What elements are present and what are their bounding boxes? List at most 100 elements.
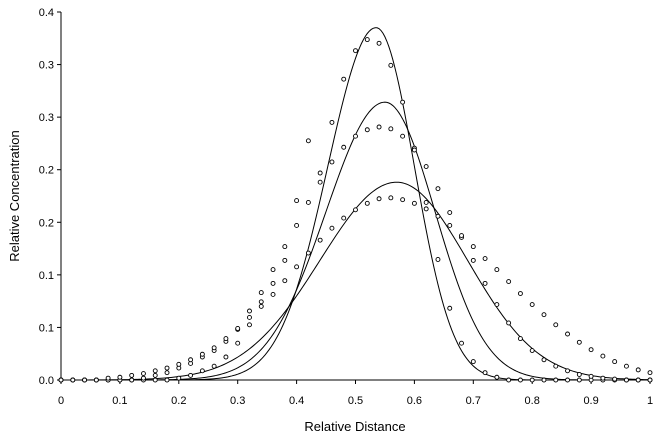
observed-point-1	[317, 170, 323, 176]
x-tick-label: 1	[647, 395, 653, 407]
observed-point-3	[517, 291, 523, 296]
observed-point-2	[341, 144, 347, 150]
observed-point-1	[447, 305, 453, 311]
observed-point-3	[270, 291, 276, 297]
observed-point-1	[294, 198, 300, 204]
x-tick-label: 0.6	[407, 395, 422, 407]
observed-point-3	[82, 377, 88, 383]
observed-point-3	[258, 303, 264, 309]
observed-point-3	[423, 206, 429, 212]
observed-point-3	[400, 197, 406, 203]
observed-points	[58, 37, 653, 383]
observed-point-3	[105, 375, 111, 381]
observed-point-3	[58, 377, 64, 383]
observed-point-2	[282, 244, 288, 250]
x-tick-label: 0.8	[525, 395, 540, 407]
observed-point-2	[588, 373, 594, 379]
observed-point-1	[329, 119, 335, 125]
observed-point-2	[317, 179, 323, 185]
observed-point-3	[141, 371, 146, 377]
observed-point-2	[635, 377, 641, 383]
observed-point-2	[647, 377, 653, 383]
observed-point-3	[199, 351, 205, 357]
observed-point-3	[364, 200, 370, 206]
observed-point-2	[247, 308, 252, 314]
y-axis-title: Relative Concentration	[7, 130, 22, 262]
x-tick-label: 0.5	[348, 395, 363, 407]
observed-point-1	[364, 37, 370, 43]
observed-point-3	[388, 195, 394, 201]
observed-point-3	[541, 312, 547, 318]
observed-point-2	[576, 372, 582, 377]
y-ticks: 0.0 0.1 0.1 0.2 0.2 0.3 0.3 0.4	[39, 7, 61, 387]
observed-point-3	[494, 267, 500, 273]
observed-point-1	[506, 377, 512, 383]
observed-point-2	[447, 210, 453, 216]
observed-point-2	[553, 363, 559, 369]
observed-point-2	[565, 368, 570, 374]
observed-point-3	[282, 278, 288, 284]
y-tick-label: 0.3	[39, 60, 54, 72]
observed-point-1	[152, 377, 158, 383]
observed-point-3	[482, 256, 488, 262]
observed-point-3	[152, 368, 158, 374]
model-curve-2	[61, 101, 650, 381]
observed-point-2	[529, 348, 535, 354]
observed-point-1	[541, 377, 547, 383]
observed-point-2	[423, 164, 429, 170]
observed-point-3	[93, 377, 99, 383]
observed-point-1	[553, 377, 559, 383]
observed-point-1	[223, 354, 229, 360]
observed-point-2	[258, 290, 264, 296]
observed-point-1	[423, 199, 429, 205]
y-tick-label: 0.2	[39, 165, 54, 177]
observed-point-3	[459, 233, 464, 239]
observed-point-3	[305, 250, 311, 256]
observed-point-3	[353, 207, 358, 213]
observed-point-3	[376, 196, 382, 202]
x-ticks: 0 0.1 0.2 0.3 0.4 0.5 0.6 0.7 0.8 0.9 1	[58, 380, 653, 407]
observed-point-3	[176, 361, 182, 367]
observed-point-2	[435, 186, 441, 192]
observed-point-1	[470, 359, 476, 365]
x-tick-label: 0.7	[466, 395, 481, 407]
x-tick-label: 0.3	[230, 395, 245, 407]
observed-point-2	[129, 377, 135, 383]
observed-point-3	[553, 322, 559, 328]
observed-point-1	[199, 368, 205, 374]
observed-point-1	[459, 340, 464, 346]
observed-point-3	[117, 374, 123, 380]
observed-point-3	[411, 200, 417, 206]
observed-point-2	[494, 302, 500, 308]
observed-point-3	[647, 370, 653, 376]
observed-point-2	[411, 147, 417, 153]
observed-point-3	[211, 345, 217, 351]
x-tick-label: 0	[58, 395, 64, 407]
observed-point-2	[164, 370, 170, 376]
observed-point-3	[623, 363, 629, 369]
observed-point-3	[612, 359, 618, 365]
observed-point-1	[517, 377, 523, 383]
observed-point-3	[317, 237, 323, 243]
observed-point-3	[635, 367, 641, 373]
observed-point-2	[470, 257, 476, 263]
observed-point-3	[435, 213, 441, 219]
observed-point-3	[329, 225, 335, 231]
observed-point-2	[623, 377, 629, 383]
observed-point-3	[223, 336, 229, 342]
observed-point-2	[600, 375, 606, 381]
observed-point-1	[211, 363, 217, 369]
y-tick-label: 0.4	[39, 7, 54, 19]
x-axis-title: Relative Distance	[304, 419, 405, 434]
observed-point-1	[176, 375, 182, 381]
model-curves	[61, 27, 651, 381]
y-tick-label: 0.1	[39, 322, 54, 334]
observed-point-2	[400, 133, 406, 139]
x-tick-label: 0.9	[583, 395, 598, 407]
observed-point-3	[470, 244, 476, 250]
observed-point-1	[188, 372, 194, 378]
observed-point-1	[247, 322, 252, 328]
observed-point-1	[388, 62, 394, 68]
observed-point-3	[188, 357, 194, 363]
